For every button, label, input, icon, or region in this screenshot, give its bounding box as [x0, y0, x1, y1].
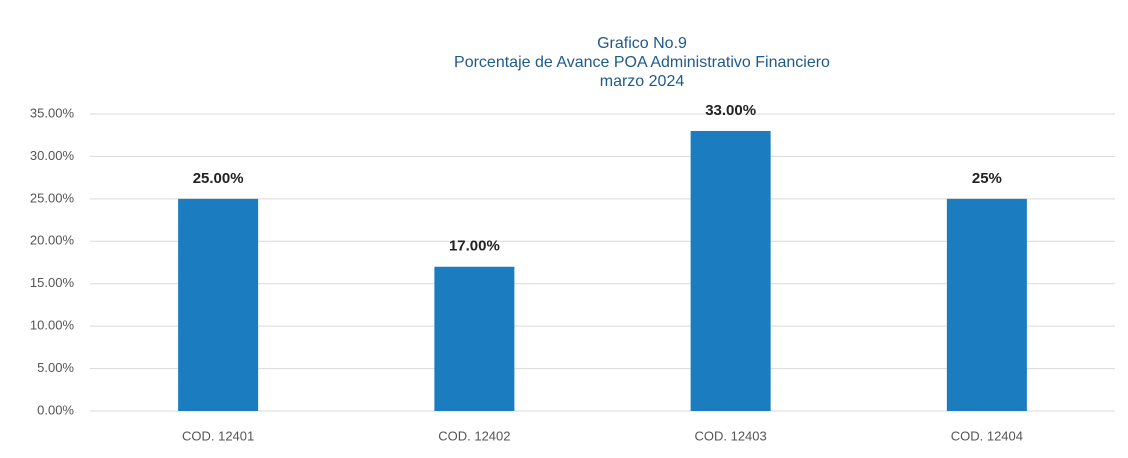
- y-tick-label: 20.00%: [30, 233, 75, 248]
- bar: [946, 198, 1027, 411]
- bar: [434, 266, 515, 411]
- x-tick-label: COD. 12403: [694, 428, 766, 443]
- y-tick-label: 15.00%: [30, 275, 75, 290]
- bar: [178, 198, 259, 411]
- data-label: 33.00%: [705, 102, 756, 119]
- x-tick-label: COD. 12402: [438, 428, 510, 443]
- x-tick-label: COD. 12404: [951, 428, 1023, 443]
- chart-title: marzo 2024: [600, 73, 685, 90]
- bar: [690, 130, 771, 411]
- y-tick-label: 0.00%: [37, 402, 74, 417]
- y-tick-label: 10.00%: [30, 318, 75, 333]
- y-tick-label: 5.00%: [37, 360, 74, 375]
- chart-title: Porcentaje de Avance POA Administrativo …: [454, 54, 830, 71]
- data-label: 25%: [972, 170, 1002, 187]
- y-tick-label: 35.00%: [30, 105, 75, 120]
- data-label: 25.00%: [193, 170, 244, 187]
- y-tick-label: 25.00%: [30, 190, 75, 205]
- y-tick-label: 30.00%: [30, 148, 75, 163]
- chart-title: Grafico No.9: [597, 35, 687, 52]
- data-label: 17.00%: [449, 238, 500, 255]
- x-tick-label: COD. 12401: [182, 428, 254, 443]
